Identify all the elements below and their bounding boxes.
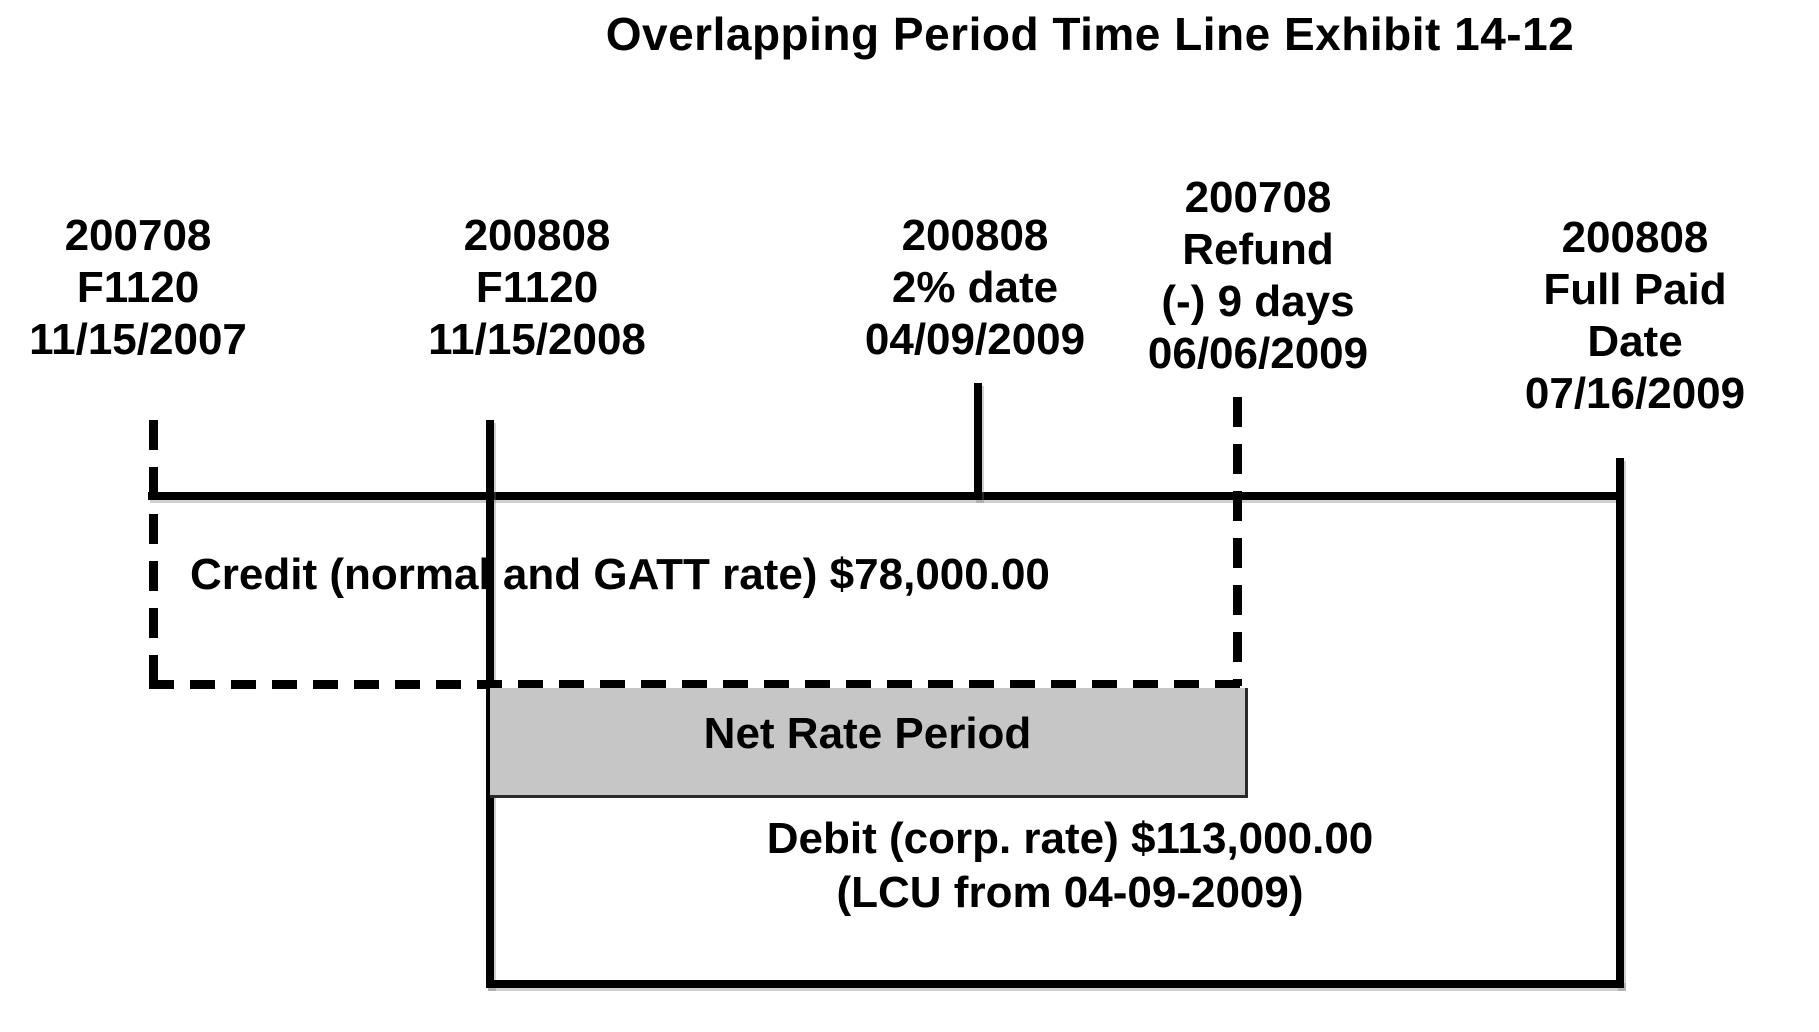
milestone-text: 200708 — [1184, 173, 1332, 222]
milestone-text: 200808 — [463, 211, 611, 260]
milestone-text: 11/15/2007 — [29, 315, 247, 364]
milestone-text: Date — [1587, 317, 1683, 366]
milestone-text: 07/16/2009 — [1524, 369, 1746, 418]
credit-period-dashed-boundary — [149, 680, 1245, 689]
diagram-title-line2: Exhibit 14-12 — [1283, 8, 1575, 60]
debit-period-label: Debit (corp. rate) $113,000.00 (LCU from… — [570, 812, 1570, 920]
tick-two-percent-date — [974, 383, 982, 500]
milestone-label-two-percent-date: 200808 2% date 04/09/2009 — [815, 210, 1135, 366]
credit-period-label: Credit (normal and GATT rate) $78,000.00 — [190, 550, 1050, 599]
milestone-text: 11/15/2008 — [428, 315, 646, 364]
milestone-text: Refund — [1182, 225, 1334, 274]
tick-full-paid-date — [1616, 458, 1624, 988]
dashed-tick-refund-date — [1233, 397, 1242, 686]
dashed-tick-f1120-2007 — [149, 420, 158, 686]
milestone-text: 200808 — [1561, 213, 1709, 262]
milestone-text: F1120 — [475, 263, 599, 312]
milestone-text: 200808 — [901, 211, 1049, 260]
diagram-title: Overlapping Period Time Line Exhibit 14-… — [560, 8, 1620, 61]
milestone-text: 06/06/2009 — [1147, 329, 1369, 378]
net-rate-period-label: Net Rate Period — [703, 709, 1032, 758]
milestone-text: 04/09/2009 — [864, 315, 1086, 364]
timeline-axis — [148, 492, 1620, 500]
debit-period-label-line1: Debit (corp. rate) $113,000.00 — [766, 814, 1374, 863]
diagram-title-line1: Overlapping Period Time Line — [605, 8, 1271, 60]
milestone-label-full-paid-date: 200808 Full Paid Date 07/16/2009 — [1475, 212, 1795, 420]
debit-period-label-line2: (LCU from 04-09-2009) — [836, 868, 1304, 917]
milestone-label-f1120-2008: 200808 F1120 11/15/2008 — [377, 210, 697, 366]
milestone-label-f1120-2007: 200708 F1120 11/15/2007 — [0, 210, 298, 366]
milestone-text: Full Paid — [1543, 265, 1727, 314]
debit-period-bracket — [486, 980, 1624, 988]
milestone-text: 200708 — [64, 211, 212, 260]
milestone-label-refund-date: 200708 Refund (-) 9 days 06/06/2009 — [1098, 172, 1418, 380]
milestone-text: F1120 — [76, 263, 200, 312]
milestone-text: 2% date — [891, 263, 1059, 312]
net-rate-period-box — [490, 688, 1248, 798]
milestone-text: (-) 9 days — [1161, 277, 1355, 326]
